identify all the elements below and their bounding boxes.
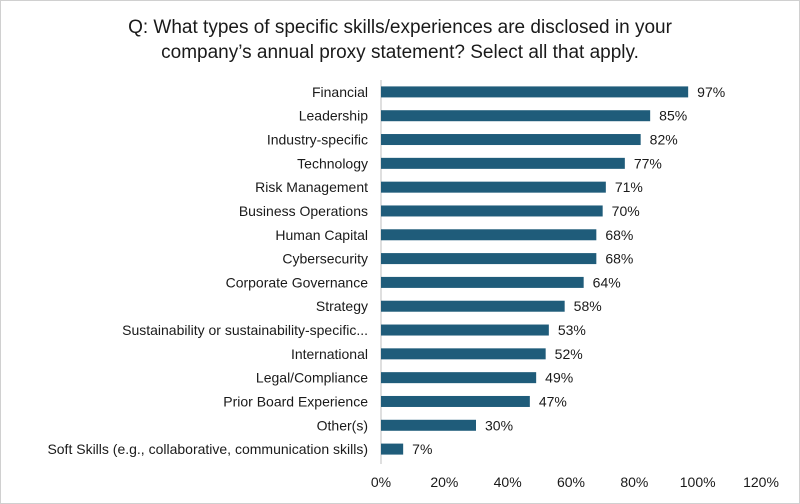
- bar: [381, 395, 530, 407]
- data-label: 47%: [539, 393, 567, 409]
- chart-title: Q: What types of specific skills/experie…: [1, 15, 799, 65]
- x-tick-label: 0%: [371, 474, 391, 490]
- data-label: 71%: [615, 179, 643, 195]
- category-label: Cybersecurity: [282, 251, 368, 267]
- data-label: 58%: [574, 298, 602, 314]
- bar: [381, 372, 537, 384]
- bar: [381, 134, 641, 146]
- data-label: 30%: [485, 417, 513, 433]
- bar: [381, 324, 549, 336]
- bar: [381, 300, 565, 312]
- category-label: Technology: [297, 155, 368, 171]
- category-label: International: [291, 346, 368, 362]
- bar: [381, 443, 404, 455]
- category-label: Financial: [312, 84, 368, 100]
- category-label: Other(s): [317, 417, 368, 433]
- chart-title-line-1: Q: What types of specific skills/experie…: [128, 17, 672, 38]
- bar: [381, 205, 603, 217]
- category-label: Sustainability or sustainability-specifi…: [122, 322, 368, 338]
- bar: [381, 253, 597, 265]
- data-label: 53%: [558, 322, 586, 338]
- data-label: 64%: [593, 274, 621, 290]
- data-label: 85%: [659, 108, 687, 124]
- data-label: 97%: [697, 84, 725, 100]
- chart-title-line-2: company’s annual proxy statement? Select…: [161, 42, 639, 63]
- category-label: Risk Management: [255, 179, 368, 195]
- x-tick-label: 100%: [680, 474, 716, 490]
- x-tick-label: 60%: [557, 474, 585, 490]
- category-label: Strategy: [316, 298, 368, 314]
- category-label: Corporate Governance: [226, 274, 369, 290]
- category-label: Human Capital: [275, 227, 368, 243]
- data-label: 49%: [545, 370, 573, 386]
- bar: [381, 348, 546, 360]
- bar: [381, 181, 606, 193]
- category-label: Legal/Compliance: [256, 370, 368, 386]
- data-label: 82%: [650, 132, 678, 148]
- category-label: Soft Skills (e.g., collaborative, commun…: [47, 441, 368, 457]
- category-label: Leadership: [299, 108, 368, 124]
- data-label: 7%: [412, 441, 432, 457]
- data-label: 52%: [555, 346, 583, 362]
- bar: [381, 110, 651, 122]
- category-label: Industry-specific: [267, 132, 368, 148]
- x-tick-label: 80%: [620, 474, 648, 490]
- x-tick-label: 40%: [494, 474, 522, 490]
- category-label: Prior Board Experience: [223, 393, 368, 409]
- bar: [381, 86, 689, 98]
- category-label: Business Operations: [239, 203, 368, 219]
- x-tick-label: 20%: [430, 474, 458, 490]
- bar: [381, 157, 625, 169]
- x-tick-label: 120%: [743, 474, 779, 490]
- data-label: 70%: [612, 203, 640, 219]
- data-label: 68%: [605, 227, 633, 243]
- data-label: 68%: [605, 251, 633, 267]
- data-label: 77%: [634, 155, 662, 171]
- bar: [381, 229, 597, 241]
- bar: [381, 276, 584, 288]
- bar: [381, 419, 476, 431]
